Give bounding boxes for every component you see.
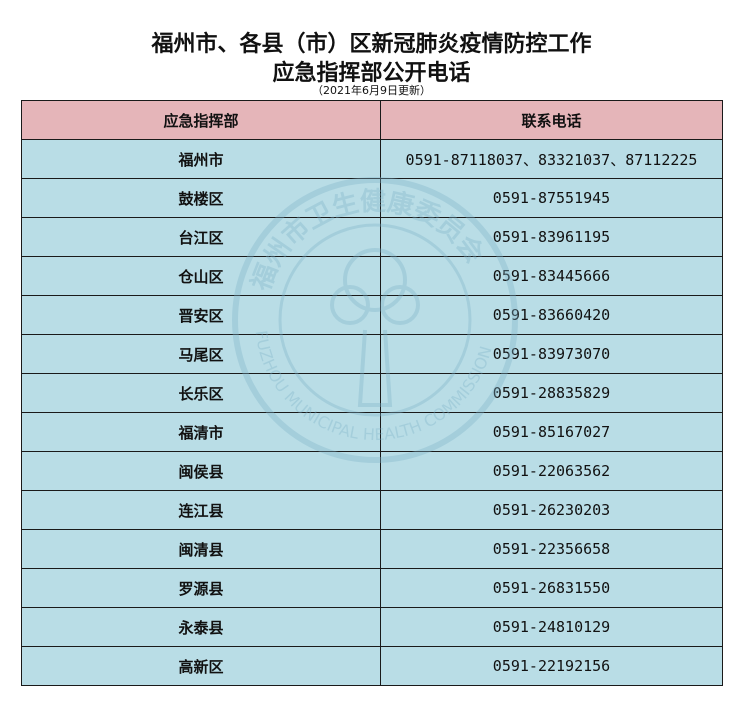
command-name: 闽清县 [21,529,381,569]
command-name: 高新区 [21,646,381,686]
table-row: 马尾区 0591-83973070 [21,334,723,374]
phone-number: 0591-22192156 [380,646,723,686]
contact-table: 应急指挥部 联系电话 福州市 0591-87118037、83321037、871… [21,100,723,686]
phone-number: 0591-28835829 [380,373,723,413]
command-name: 永泰县 [21,607,381,647]
phone-number: 0591-26831550 [380,568,723,608]
phone-number: 0591-83445666 [380,256,723,296]
command-name: 鼓楼区 [21,178,381,218]
phone-number: 0591-24810129 [380,607,723,647]
table-row: 仓山区 0591-83445666 [21,256,723,296]
page-title: 福州市、各县（市）区新冠肺炎疫情防控工作 [151,32,592,57]
table-row: 闽侯县 0591-22063562 [21,451,723,491]
table-row: 闽清县 0591-22356658 [21,529,723,569]
table-row: 长乐区 0591-28835829 [21,373,723,413]
phone-number: 0591-83973070 [380,334,723,374]
phone-number: 0591-87118037、83321037、87112225 [380,139,723,179]
table-row: 福清市 0591-85167027 [21,412,723,452]
table-row: 永泰县 0591-24810129 [21,607,723,647]
phone-number: 0591-83961195 [380,217,723,257]
table-row: 高新区 0591-22192156 [21,646,723,686]
table-row: 台江区 0591-83961195 [21,217,723,257]
phone-number: 0591-22063562 [380,451,723,491]
header-command: 应急指挥部 [21,100,381,140]
command-name: 晋安区 [21,295,381,335]
phone-number: 0591-26230203 [380,490,723,530]
table-header-row: 应急指挥部 联系电话 [21,100,723,140]
command-name: 马尾区 [21,334,381,374]
table-row: 鼓楼区 0591-87551945 [21,178,723,218]
command-name: 罗源县 [21,568,381,608]
command-name: 闽侯县 [21,451,381,491]
command-name: 连江县 [21,490,381,530]
command-name: 福清市 [21,412,381,452]
phone-number: 0591-85167027 [380,412,723,452]
command-name: 长乐区 [21,373,381,413]
command-name: 仓山区 [21,256,381,296]
update-date: （2021年6月9日更新） [312,84,431,97]
command-name: 福州市 [21,139,381,179]
table-row: 福州市 0591-87118037、83321037、87112225 [21,139,723,179]
command-name: 台江区 [21,217,381,257]
table-row: 晋安区 0591-83660420 [21,295,723,335]
header-phone: 联系电话 [380,100,723,140]
phone-number: 0591-87551945 [380,178,723,218]
phone-number: 0591-22356658 [380,529,723,569]
table-row: 连江县 0591-26230203 [21,490,723,530]
page-subtitle: 应急指挥部公开电话 [272,61,471,86]
phone-number: 0591-83660420 [380,295,723,335]
table-row: 罗源县 0591-26831550 [21,568,723,608]
